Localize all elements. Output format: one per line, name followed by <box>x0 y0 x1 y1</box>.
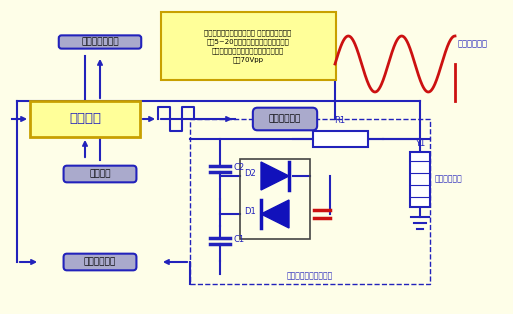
Text: C2: C2 <box>233 163 244 171</box>
Text: Y1: Y1 <box>415 139 425 148</box>
Text: C1: C1 <box>233 235 244 243</box>
Bar <box>240 159 310 239</box>
Text: 脉冲放大电路: 脉冲放大电路 <box>269 115 301 123</box>
FancyBboxPatch shape <box>64 166 136 182</box>
Text: 产生高压脉冲: 产生高压脉冲 <box>458 40 488 48</box>
Text: D2: D2 <box>244 170 256 178</box>
FancyBboxPatch shape <box>59 35 141 49</box>
Bar <box>190 119 430 284</box>
Text: 控制中心: 控制中心 <box>69 112 101 126</box>
Text: R1: R1 <box>334 116 346 125</box>
Text: 显示或输出电路: 显示或输出电路 <box>81 37 119 46</box>
Text: 收发一体探头隔直电路: 收发一体探头隔直电路 <box>287 272 333 280</box>
Text: 电源电路: 电源电路 <box>89 170 111 178</box>
Text: 超声波换能器: 超声波换能器 <box>435 175 463 183</box>
Text: 根据换能器的频率和实际工 作要求，信号的频
产生5~20个周期的脉冲信号，信号的频
率必须与换能器的共振频率，信号的幅
度为70Vpp: 根据换能器的频率和实际工 作要求，信号的频 产生5~20个周期的脉冲信号，信号的… <box>204 29 291 63</box>
Bar <box>312 131 367 147</box>
Text: 接收放大电路: 接收放大电路 <box>84 257 116 267</box>
FancyBboxPatch shape <box>253 108 317 130</box>
Polygon shape <box>261 200 289 228</box>
Polygon shape <box>261 162 289 190</box>
FancyBboxPatch shape <box>64 254 136 270</box>
Text: D1: D1 <box>244 208 256 216</box>
Bar <box>410 151 430 207</box>
Bar <box>161 12 336 80</box>
Bar <box>30 101 140 137</box>
